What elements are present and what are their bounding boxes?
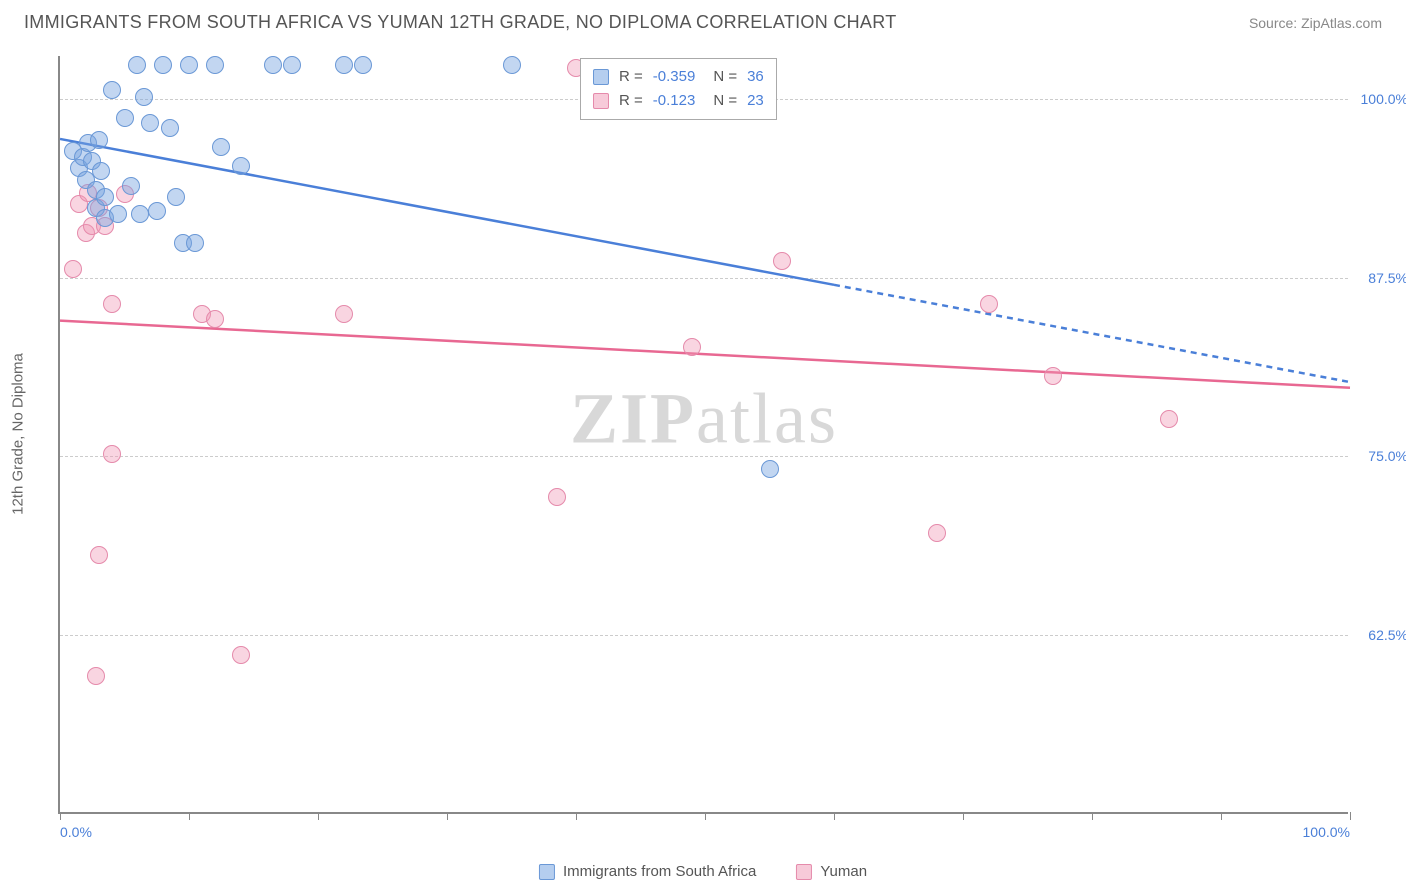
data-point-blue — [141, 114, 159, 132]
data-point-pink — [1044, 367, 1062, 385]
data-point-blue — [109, 205, 127, 223]
y-axis-label: 12th Grade, No Diploma — [10, 353, 27, 515]
y-tick-label: 62.5% — [1368, 627, 1406, 643]
data-point-pink — [87, 667, 105, 685]
data-point-pink — [683, 338, 701, 356]
legend-item: Immigrants from South Africa — [539, 863, 756, 880]
data-point-pink — [206, 310, 224, 328]
data-point-blue — [131, 205, 149, 223]
chart-area: 12th Grade, No Diploma 62.5%75.0%87.5%10… — [58, 56, 1348, 814]
data-point-pink — [928, 524, 946, 542]
data-point-blue — [212, 138, 230, 156]
data-point-blue — [335, 56, 353, 74]
x-tick — [576, 812, 577, 820]
data-point-blue — [135, 88, 153, 106]
swatch-icon — [796, 864, 812, 880]
x-tick — [705, 812, 706, 820]
x-tick — [447, 812, 448, 820]
data-point-pink — [335, 305, 353, 323]
y-tick-label: 100.0% — [1361, 91, 1406, 107]
swatch-icon — [593, 69, 609, 85]
x-tick — [318, 812, 319, 820]
legend-stats: R = -0.359 N = 36 R = -0.123 N = 23 — [580, 58, 777, 120]
chart-title: IMMIGRANTS FROM SOUTH AFRICA VS YUMAN 12… — [24, 12, 897, 33]
data-point-blue — [264, 56, 282, 74]
data-point-blue — [116, 109, 134, 127]
data-point-pink — [103, 295, 121, 313]
data-point-pink — [1160, 410, 1178, 428]
data-point-pink — [548, 488, 566, 506]
data-point-pink — [64, 260, 82, 278]
data-point-blue — [96, 188, 114, 206]
data-point-blue — [167, 188, 185, 206]
legend-item: Yuman — [796, 863, 867, 880]
data-point-blue — [92, 162, 110, 180]
x-tick — [189, 812, 190, 820]
data-point-blue — [232, 157, 250, 175]
data-point-blue — [503, 56, 521, 74]
x-tick — [1350, 812, 1351, 820]
data-point-blue — [354, 56, 372, 74]
data-point-blue — [161, 119, 179, 137]
trend-lines — [60, 56, 1348, 812]
data-point-blue — [103, 81, 121, 99]
data-point-pink — [980, 295, 998, 313]
x-tick — [963, 812, 964, 820]
data-point-pink — [773, 252, 791, 270]
x-tick-label: 0.0% — [60, 824, 92, 840]
legend-label: Yuman — [820, 863, 867, 880]
data-point-blue — [122, 177, 140, 195]
data-point-pink — [232, 646, 250, 664]
legend-series: Immigrants from South Africa Yuman — [539, 863, 867, 880]
data-point-pink — [90, 546, 108, 564]
x-tick — [60, 812, 61, 820]
data-point-blue — [283, 56, 301, 74]
data-point-blue — [180, 56, 198, 74]
swatch-icon — [593, 93, 609, 109]
data-point-blue — [206, 56, 224, 74]
data-point-blue — [154, 56, 172, 74]
legend-label: Immigrants from South Africa — [563, 863, 756, 880]
legend-row: R = -0.359 N = 36 — [593, 65, 764, 89]
data-point-blue — [186, 234, 204, 252]
legend-row: R = -0.123 N = 23 — [593, 89, 764, 113]
data-point-pink — [103, 445, 121, 463]
x-tick — [1092, 812, 1093, 820]
source-label: Source: ZipAtlas.com — [1249, 15, 1382, 31]
x-tick-label: 100.0% — [1303, 824, 1350, 840]
y-tick-label: 87.5% — [1368, 270, 1406, 286]
data-point-blue — [148, 202, 166, 220]
y-tick-label: 75.0% — [1368, 448, 1406, 464]
data-point-blue — [761, 460, 779, 478]
data-point-blue — [128, 56, 146, 74]
x-tick — [834, 812, 835, 820]
x-tick — [1221, 812, 1222, 820]
swatch-icon — [539, 864, 555, 880]
data-point-blue — [90, 131, 108, 149]
